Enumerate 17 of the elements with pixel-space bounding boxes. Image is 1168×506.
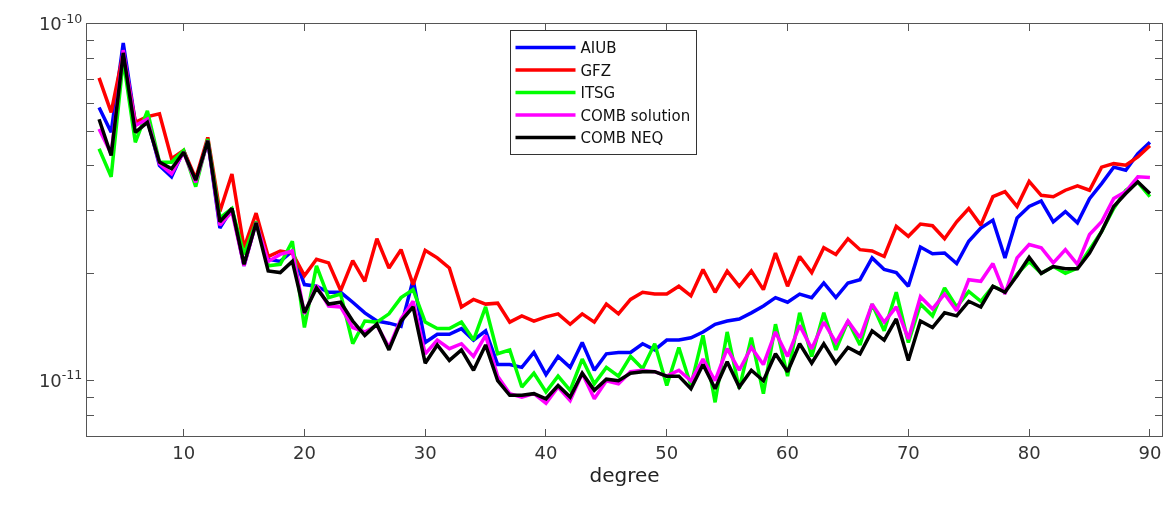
legend-label: COMB solution	[580, 106, 691, 125]
x-axis-title: degree	[589, 463, 660, 488]
legend-label: COMB NEQ	[580, 129, 664, 148]
x-tick-label: 90	[1138, 441, 1162, 463]
y-tick-label: 10$^{-11}$	[38, 367, 83, 392]
x-tick-label: 30	[413, 441, 437, 463]
y-tick-label: 10$^{-10}$	[38, 10, 83, 35]
x-tick-label: 50	[655, 441, 679, 463]
x-tick-label: 80	[1017, 441, 1041, 463]
x-tick-label: 40	[534, 441, 558, 463]
legend-label: GFZ	[580, 61, 612, 80]
legend-label: ITSG	[580, 84, 616, 103]
x-tick-label: 10	[172, 441, 196, 463]
x-tick-label: 20	[292, 441, 316, 463]
x-tick-label: 70	[896, 441, 920, 463]
legend-label: AIUB	[580, 39, 617, 58]
x-tick-label: 60	[776, 441, 800, 463]
